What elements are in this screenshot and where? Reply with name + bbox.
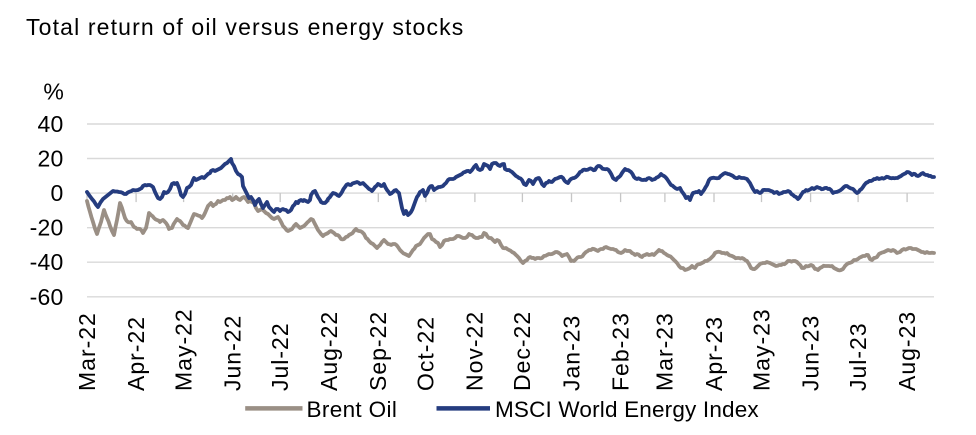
svg-text:Dec-22: Dec-22: [509, 311, 535, 391]
svg-text:MSCI World Energy Index: MSCI World Energy Index: [495, 397, 759, 422]
svg-text:40: 40: [38, 111, 64, 137]
svg-text:May-22: May-22: [170, 308, 196, 391]
svg-text:Mar-23: Mar-23: [652, 312, 678, 391]
svg-text:%: %: [43, 79, 64, 105]
svg-text:Oct-22: Oct-22: [413, 316, 439, 391]
svg-text:0: 0: [51, 180, 64, 206]
svg-text:Jun-22: Jun-22: [220, 315, 246, 391]
svg-text:Apr-23: Apr-23: [701, 316, 727, 391]
svg-text:Apr-22: Apr-22: [123, 316, 149, 391]
svg-text:Feb-23: Feb-23: [607, 312, 633, 391]
svg-text:Jun-23: Jun-23: [797, 315, 823, 391]
svg-text:Jan-23: Jan-23: [558, 315, 584, 391]
svg-text:Jul-22: Jul-22: [267, 322, 293, 391]
svg-text:-40: -40: [30, 249, 64, 275]
svg-text:Sep-22: Sep-22: [365, 311, 391, 391]
svg-text:-20: -20: [30, 215, 64, 241]
svg-text:Aug-22: Aug-22: [316, 311, 342, 391]
svg-text:-60: -60: [30, 284, 64, 310]
svg-text:Nov-22: Nov-22: [462, 311, 488, 391]
svg-text:May-23: May-23: [748, 308, 774, 391]
svg-text:20: 20: [38, 146, 64, 172]
svg-text:Brent Oil: Brent Oil: [307, 397, 398, 422]
svg-text:Mar-22: Mar-22: [74, 312, 100, 391]
svg-text:Jul-23: Jul-23: [845, 322, 871, 391]
svg-text:Aug-23: Aug-23: [894, 311, 920, 391]
